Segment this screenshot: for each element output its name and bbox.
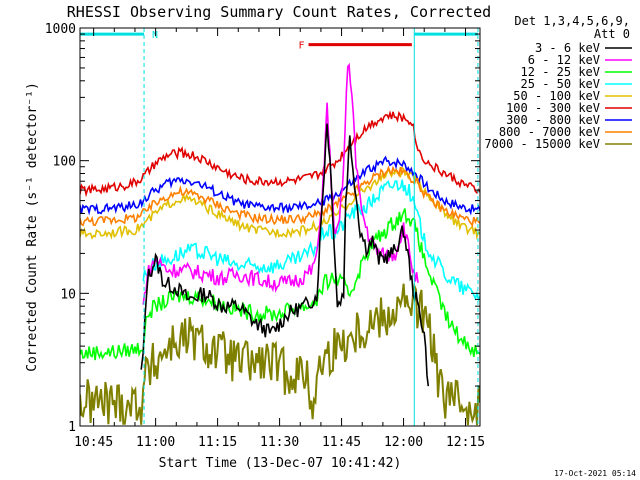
flag-label: N: [152, 30, 158, 41]
y-tick-label: 10: [60, 287, 76, 302]
legend-label: 100 - 300 keV: [506, 101, 600, 115]
legend-label: 300 - 800 keV: [506, 113, 600, 127]
series-line-25-50keV: [142, 179, 480, 302]
x-tick-label: 12:15: [446, 435, 485, 450]
render-timestamp: 17-Oct-2021 05:14: [554, 469, 636, 478]
legend-label: 25 - 50 keV: [521, 77, 600, 91]
x-tick-label: 11:30: [260, 435, 299, 450]
legend-label: 6 - 12 keV: [528, 53, 600, 67]
x-tick-label: 10:45: [74, 435, 113, 450]
legend-label: 12 - 25 keV: [521, 65, 600, 79]
legend-label: 800 - 7000 keV: [499, 125, 600, 139]
legend-header-line-1: Det 1,3,4,5,6,9,: [514, 14, 630, 28]
series-line-12-25keV: [80, 208, 480, 361]
series-line-100-300keV: [80, 110, 480, 198]
series-line-7000-15000keV: [80, 282, 480, 426]
series-line-300-800keV: [80, 155, 480, 216]
x-axis-label: Start Time (13-Dec-07 10:41:42): [159, 456, 402, 471]
x-tick-label: 12:00: [384, 435, 423, 450]
y-tick-label: 1: [68, 420, 76, 435]
legend-label: 3 - 6 keV: [535, 41, 600, 55]
legend-label: 7000 - 15000 keV: [484, 137, 600, 151]
series-line-3-6keV: [140, 123, 430, 387]
y-axis-label: Corrected Count Rate (s⁻¹ detector⁻¹): [25, 82, 40, 372]
flag-label: F: [299, 41, 305, 52]
legend-label: 50 - 100 keV: [513, 89, 600, 103]
x-tick-label: 11:45: [322, 435, 361, 450]
chart-title: RHESSI Observing Summary Count Rates, Co…: [67, 3, 491, 21]
legend-header-line-2: Att 0: [594, 27, 630, 41]
y-tick-label: 100: [53, 155, 76, 170]
x-tick-label: 11:15: [198, 435, 237, 450]
x-tick-label: 11:00: [136, 435, 175, 450]
y-tick-label: 1000: [45, 22, 76, 37]
series-line-800-7000keV: [80, 165, 480, 228]
